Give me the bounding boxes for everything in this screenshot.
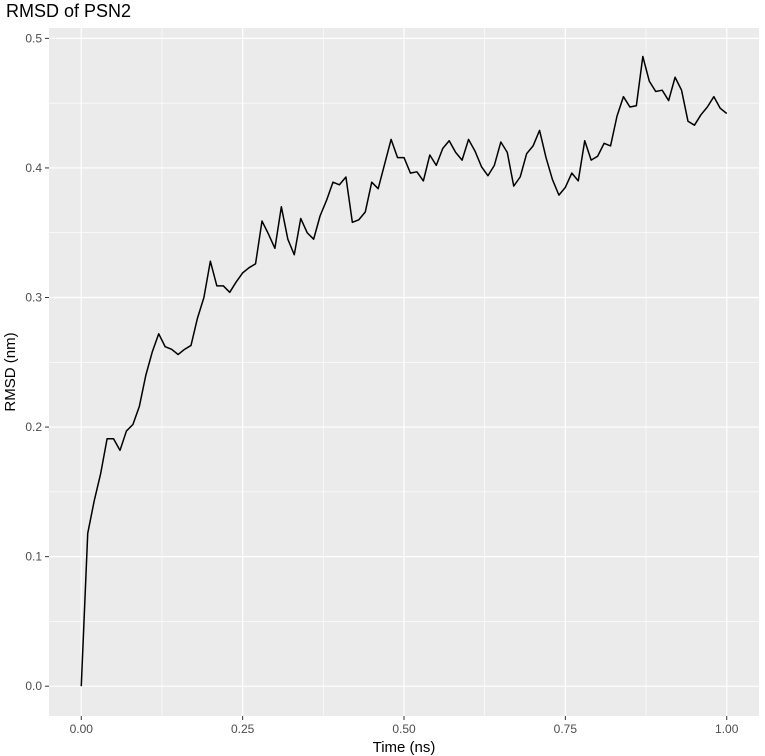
x-tick-label: 0.00: [70, 722, 94, 736]
chart-title: RMSD of PSN2: [6, 1, 131, 21]
y-axis-title: RMSD (nm): [2, 332, 19, 411]
x-tick-label: 0.75: [554, 722, 578, 736]
x-axis-title: Time (ns): [373, 739, 436, 756]
y-axis-ticks: 0.0 0.1 0.2 0.3 0.4 0.5: [25, 31, 49, 693]
y-tick-label: 0.4: [25, 161, 42, 175]
rmsd-series-line: [80, 55, 728, 687]
y-tick-label: 0.1: [25, 550, 42, 564]
x-tick-label: 0.50: [392, 722, 416, 736]
y-tick-label: 0.0: [25, 679, 42, 693]
y-tick-label: 0.3: [25, 290, 42, 304]
x-tick-label: 1.00: [715, 722, 739, 736]
major-gridlines: [49, 28, 759, 716]
y-tick-label: 0.2: [25, 420, 42, 434]
x-axis-ticks: 0.00 0.25 0.50 0.75 1.00: [70, 716, 739, 736]
y-tick-label: 0.5: [25, 31, 42, 45]
x-tick-label: 0.25: [231, 722, 255, 736]
